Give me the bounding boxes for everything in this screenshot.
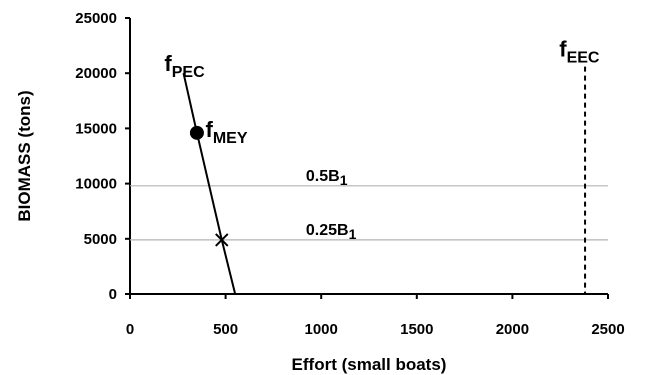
y-ticks: 0 5000 10000 15000 20000 25000	[75, 10, 130, 303]
x-tick-label: 0	[126, 321, 134, 338]
x-tick-label: 2500	[591, 321, 624, 338]
reference-label-subscript: 1	[349, 226, 357, 242]
reference-label-main: 0.5B	[306, 168, 340, 185]
annotation-main: f	[559, 37, 567, 62]
annotation-main: f	[164, 51, 172, 76]
reference-label-subscript: 1	[340, 172, 348, 188]
y-tick-label: 0	[109, 286, 117, 303]
annotation-subscript: MEY	[213, 130, 248, 147]
x-tick-label: 2000	[496, 321, 529, 338]
annotation-feec: fEEC	[559, 37, 600, 67]
markers-group	[189, 125, 229, 247]
x-ticks: 0 500 1000 1500 2000 2500	[126, 294, 625, 338]
annotation-main: f	[206, 117, 214, 142]
y-tick-label: 15000	[75, 120, 117, 137]
marker-circle	[189, 125, 204, 140]
x-tick-label: 1000	[305, 321, 338, 338]
annotation-fmey: fMEY	[206, 117, 248, 147]
x-tick-label: 1500	[400, 321, 433, 338]
reference-line-label: 0.25B1	[306, 222, 357, 242]
y-tick-label: 10000	[75, 176, 117, 193]
x-tick-label: 500	[213, 321, 238, 338]
series-group	[182, 72, 237, 295]
reference-line-label: 0.5B1	[306, 168, 348, 188]
y-tick-label: 20000	[75, 65, 117, 82]
y-axis-title: BIOMASS (tons)	[15, 90, 34, 221]
annotation-fpec: fPEC	[164, 51, 205, 81]
marker-x	[215, 233, 229, 247]
y-tick-label: 5000	[84, 231, 117, 248]
series-line	[182, 72, 237, 295]
reference-label-main: 0.25B	[306, 222, 349, 239]
annotation-subscript: EEC	[567, 50, 600, 67]
annotation-subscript: PEC	[172, 64, 205, 81]
x-axis-title: Effort (small boats)	[292, 355, 447, 374]
y-tick-label: 25000	[75, 10, 117, 27]
